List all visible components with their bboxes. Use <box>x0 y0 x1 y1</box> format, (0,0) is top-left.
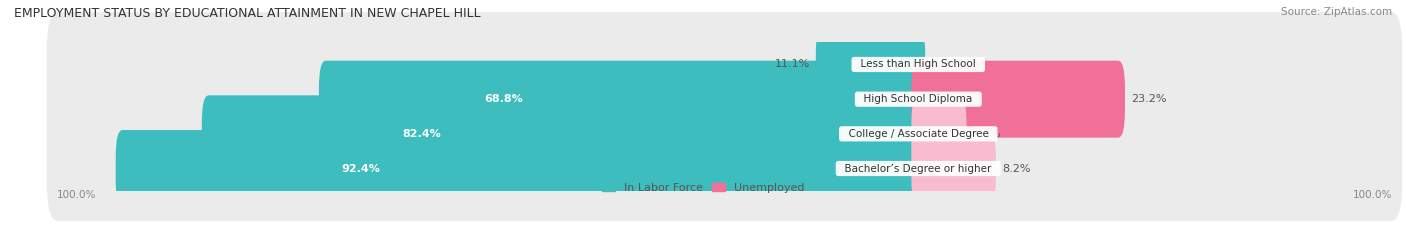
FancyBboxPatch shape <box>911 130 995 207</box>
Text: 100.0%: 100.0% <box>1353 190 1392 200</box>
FancyBboxPatch shape <box>46 82 1402 186</box>
FancyBboxPatch shape <box>319 61 925 138</box>
Text: Source: ZipAtlas.com: Source: ZipAtlas.com <box>1281 7 1392 17</box>
Text: 82.4%: 82.4% <box>402 129 441 139</box>
FancyBboxPatch shape <box>46 116 1402 221</box>
Text: 23.2%: 23.2% <box>1130 94 1167 104</box>
Text: 8.2%: 8.2% <box>1002 164 1031 174</box>
Text: Bachelor’s Degree or higher: Bachelor’s Degree or higher <box>838 164 998 174</box>
Text: College / Associate Degree: College / Associate Degree <box>842 129 995 139</box>
FancyBboxPatch shape <box>202 95 925 172</box>
FancyBboxPatch shape <box>911 95 966 172</box>
Text: 68.8%: 68.8% <box>484 94 523 104</box>
Text: 100.0%: 100.0% <box>58 190 97 200</box>
Text: 92.4%: 92.4% <box>342 164 381 174</box>
Text: EMPLOYMENT STATUS BY EDUCATIONAL ATTAINMENT IN NEW CHAPEL HILL: EMPLOYMENT STATUS BY EDUCATIONAL ATTAINM… <box>14 7 481 20</box>
FancyBboxPatch shape <box>46 12 1402 117</box>
Text: Less than High School: Less than High School <box>855 59 983 69</box>
FancyBboxPatch shape <box>815 26 925 103</box>
Text: 4.8%: 4.8% <box>973 129 1001 139</box>
Text: 0.0%: 0.0% <box>931 59 959 69</box>
Text: 11.1%: 11.1% <box>775 59 810 69</box>
Legend: In Labor Force, Unemployed: In Labor Force, Unemployed <box>598 178 808 197</box>
FancyBboxPatch shape <box>911 61 1125 138</box>
FancyBboxPatch shape <box>115 130 925 207</box>
FancyBboxPatch shape <box>46 47 1402 151</box>
Text: High School Diploma: High School Diploma <box>858 94 979 104</box>
